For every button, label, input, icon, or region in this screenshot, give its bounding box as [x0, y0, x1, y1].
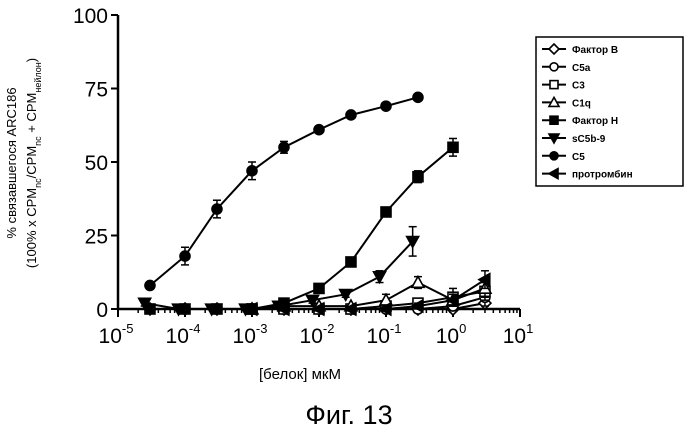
x-tick-label: 10-1: [367, 321, 402, 348]
x-axis-label: [белок] мкМ: [259, 366, 341, 383]
data-point: [550, 152, 558, 160]
y-axis-label-line1: % связавшегося ARC186: [4, 87, 19, 238]
data-point: [247, 166, 257, 176]
x-tick-base: 10: [503, 325, 526, 348]
legend-label: C3: [572, 81, 585, 92]
x-tick-label: 10-3: [233, 321, 268, 348]
data-point: [412, 277, 424, 288]
x-tick-labels: 10-510-410-310-210-1100101: [99, 321, 534, 348]
ylabel-part-4: ): [24, 58, 39, 62]
legend-label: Фактор H: [572, 116, 618, 127]
x-tick-exponent: -4: [189, 321, 201, 336]
data-point: [550, 116, 558, 124]
legend-entry: Фактор B: [542, 44, 618, 56]
legend-label: Фактор B: [572, 45, 618, 56]
y-tick-labels: 0 25 50 75 100: [73, 5, 108, 322]
ylabel-sub-1: nc: [33, 178, 43, 188]
data-point: [314, 283, 324, 293]
data-point: [413, 92, 423, 102]
x-tick-label: 101: [503, 321, 534, 348]
x-tick-exponent: -5: [122, 321, 134, 336]
y-tick-label: 25: [85, 226, 108, 249]
series-layer: [139, 92, 491, 315]
ylabel-part-1: (100% x CPM: [24, 188, 39, 268]
legend-label: C5a: [572, 63, 591, 74]
x-tick-label: 10-2: [300, 321, 335, 348]
x-tick-base: 10: [436, 325, 459, 348]
data-point: [381, 101, 391, 111]
data-point: [212, 204, 222, 214]
y-tick-label: 50: [85, 152, 108, 175]
data-point: [413, 172, 423, 182]
ylabel-part-2: /CPM: [24, 146, 39, 179]
data-point: [381, 207, 391, 217]
data-point: [550, 81, 558, 89]
data-point: [550, 63, 558, 71]
x-tick-base: 10: [99, 325, 122, 348]
legend-label: C5: [572, 152, 585, 163]
x-tick-exponent: -2: [323, 321, 335, 336]
ylabel-part-3: + CPM: [24, 93, 39, 137]
y-tick-label: 0: [96, 299, 108, 322]
data-point: [346, 257, 356, 267]
axes: [111, 15, 520, 317]
ylabel-sub-2: nc: [33, 136, 43, 146]
x-tick-base: 10: [300, 325, 323, 348]
legend-box: [536, 37, 683, 186]
series-7: [145, 92, 423, 290]
data-point: [314, 125, 324, 135]
x-tick-base: 10: [367, 325, 390, 348]
legend-label: протромбин: [572, 169, 633, 181]
data-point: [448, 142, 458, 152]
ylabel-sub-3: нейлон: [33, 62, 43, 92]
x-tick-label: 10-4: [166, 321, 201, 348]
x-tick-exponent: 0: [459, 321, 466, 336]
data-point: [145, 280, 155, 290]
x-tick-exponent: -3: [256, 321, 268, 336]
x-tick-label: 10-5: [99, 321, 134, 348]
figure-caption: Фиг. 13: [305, 400, 392, 430]
y-axis-label-line2: (100% x CPMnc/CPMnc + CPMнейлон): [24, 58, 43, 268]
y-tick-label: 75: [85, 79, 108, 102]
data-point: [180, 251, 190, 261]
x-tick-exponent: 1: [526, 321, 533, 336]
data-point: [279, 142, 289, 152]
y-tick-label: 100: [73, 5, 108, 28]
legend-label: sC5b-9: [572, 134, 606, 145]
x-tick-label: 100: [436, 321, 467, 348]
x-tick-base: 10: [233, 325, 256, 348]
data-point: [346, 110, 356, 120]
series-line: [150, 147, 453, 309]
data-point: [374, 272, 386, 283]
x-tick-base: 10: [166, 325, 189, 348]
x-tick-exponent: -1: [390, 321, 402, 336]
legend-label: C1q: [572, 98, 591, 109]
